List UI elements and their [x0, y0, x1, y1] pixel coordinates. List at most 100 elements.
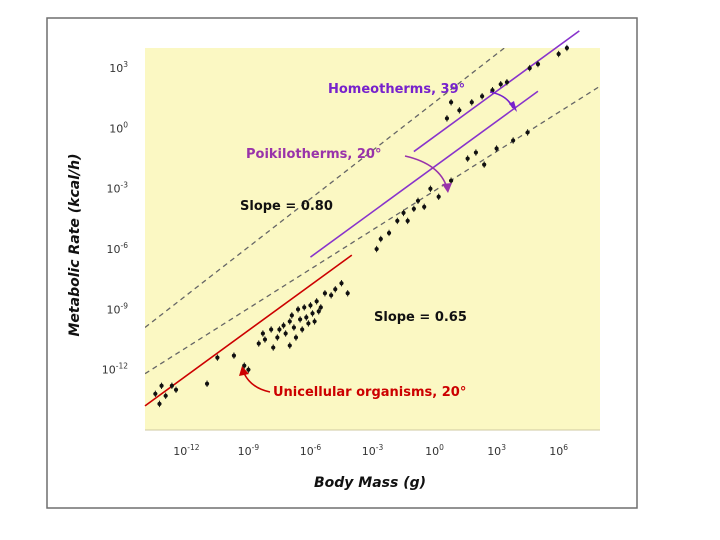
data-points: [153, 44, 570, 408]
poikilotherms-arrowhead: [442, 183, 452, 193]
unicellular-point-2: [163, 392, 168, 400]
homeotherms-point-0: [444, 115, 450, 122]
poikilotherms-point-16: [511, 137, 516, 144]
x-tick-label-0: 10-12: [173, 443, 199, 458]
poikilotherms-point-9: [428, 185, 433, 192]
unicellular-label: Unicellular organisms, 20°: [273, 385, 466, 400]
poikilotherms-point-12: [465, 155, 470, 162]
x-axis-title: Body Mass (g): [314, 475, 426, 491]
unicellular-point-36: [318, 304, 323, 311]
plot-area: [145, 48, 600, 430]
x-axis-ticks: 10-12 10-9 10-6 10-3 100 103 106: [173, 443, 568, 458]
unicellular-point-3: [169, 382, 174, 389]
poikilotherms-point-3: [395, 217, 400, 225]
homeotherms-point-9: [535, 60, 541, 68]
unicellular-point-9: [246, 366, 251, 373]
fit-lines: [144, 30, 580, 407]
slope-065-label: Slope = 0.65: [374, 310, 467, 325]
homeotherms-point-2: [457, 107, 462, 114]
unicellular-point-35: [316, 308, 321, 315]
unicellular-point-19: [283, 330, 288, 337]
x-tick-label-5: 103: [487, 443, 506, 458]
unicellular-point-17: [277, 326, 282, 333]
unicellular-point-41: [345, 290, 350, 297]
reference-lines: [145, 48, 600, 375]
homeotherms-point-11: [564, 44, 570, 52]
unicellular-point-24: [293, 334, 299, 341]
x-tick-label-2: 10-6: [300, 443, 322, 458]
homeotherms-point-10: [556, 50, 561, 58]
unicellular-point-13: [260, 330, 265, 337]
unicellular-point-34: [314, 298, 319, 305]
reference-line-0: [145, 48, 506, 328]
y-tick-label-0: 10-12: [102, 362, 128, 377]
unicellular-point-8: [231, 352, 237, 359]
unicellular-point-27: [300, 326, 305, 333]
x-tick-label-6: 106: [549, 443, 568, 458]
unicellular-point-18: [281, 322, 286, 329]
unicellular-point-12: [262, 336, 268, 343]
y-tick-label-3: 10-3: [107, 181, 129, 196]
homeotherms-point-4: [480, 93, 485, 100]
unicellular-point-28: [302, 304, 307, 311]
unicellular-point-39: [333, 286, 338, 293]
unicellular-point-20: [287, 318, 292, 325]
homeotherms-arrowhead: [509, 101, 517, 112]
unicellular-point-40: [339, 280, 344, 287]
unicellular-point-14: [269, 326, 274, 333]
poikilotherms-point-1: [378, 235, 383, 243]
homeotherms-point-7: [504, 78, 510, 86]
poikilotherms-point-6: [411, 205, 416, 213]
homeotherms-point-3: [469, 99, 474, 106]
fit-line-0: [144, 254, 353, 407]
y-tick-label-4: 100: [109, 120, 128, 135]
unicellular-point-23: [291, 324, 297, 331]
unicellular-point-16: [275, 334, 280, 341]
x-tick-label-1: 10-9: [238, 443, 260, 458]
y-tick-label-5: 103: [109, 60, 128, 75]
unicellular-point-6: [204, 380, 210, 387]
x-tick-label-3: 10-3: [362, 443, 384, 458]
unicellular-point-26: [298, 316, 303, 323]
unicellular-point-25: [295, 306, 301, 313]
poikilotherms-point-0: [374, 245, 379, 253]
y-tick-label-1: 10-9: [107, 301, 129, 316]
slope-080-label: Slope = 0.80: [240, 199, 333, 214]
unicellular-point-4: [173, 386, 179, 393]
poikilotherms-point-4: [401, 209, 406, 217]
fit-line-1: [309, 90, 539, 258]
poikilotherms-point-10: [436, 193, 441, 200]
unicellular-point-32: [310, 310, 315, 317]
unicellular-point-1: [157, 400, 162, 408]
unicellular-point-33: [312, 318, 317, 325]
fit-line-2: [413, 30, 580, 153]
unicellular-point-31: [308, 302, 313, 309]
poikilotherms-point-7: [415, 197, 421, 204]
homeotherms-point-1: [448, 99, 454, 106]
poikilotherms-point-14: [482, 161, 487, 168]
unicellular-point-38: [329, 292, 334, 299]
poikilotherms-point-11: [448, 177, 454, 184]
unicellular-point-11: [256, 340, 261, 347]
unicellular-point-0: [153, 390, 158, 398]
unicellular-point-30: [306, 320, 311, 327]
y-axis-ticks: 10-12 10-9 10-6 10-3 100 103: [102, 60, 128, 377]
poikilotherms-point-17: [525, 129, 530, 136]
y-axis-title: Metabolic Rate (kcal/h): [67, 154, 83, 337]
unicellular-point-15: [271, 344, 276, 351]
unicellular-arrowhead: [239, 366, 249, 376]
homeotherms-label: Homeotherms, 39°: [328, 82, 465, 97]
unicellular-point-29: [304, 314, 309, 321]
unicellular-point-22: [289, 312, 294, 319]
homeotherms-point-8: [527, 64, 532, 72]
x-tick-label-4: 100: [425, 443, 444, 458]
poikilotherms-point-5: [405, 217, 410, 225]
unicellular-point-5: [159, 382, 164, 389]
poikilotherms-point-8: [422, 203, 427, 211]
poikilotherms-point-2: [386, 229, 392, 237]
y-tick-label-2: 10-6: [107, 241, 129, 256]
poikilotherms-label: Poikilotherms, 20°: [246, 147, 381, 162]
unicellular-point-21: [287, 342, 292, 349]
poikilotherms-point-13: [473, 149, 479, 156]
